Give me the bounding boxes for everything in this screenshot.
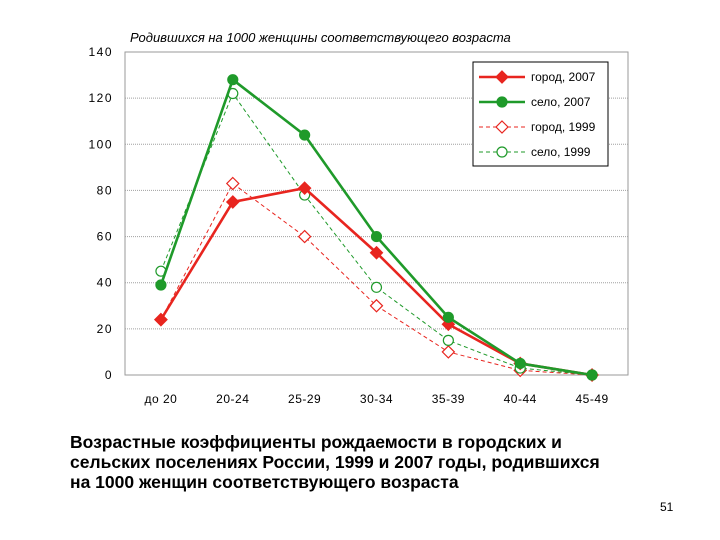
legend-label: село, 1999 — [531, 145, 591, 159]
data-point — [442, 311, 454, 323]
legend-label: село, 2007 — [531, 95, 591, 109]
data-point — [370, 230, 383, 243]
legend-label: город, 2007 — [531, 70, 596, 84]
figure-caption: Возрастные коэффициенты рождаемости в го… — [70, 432, 690, 492]
x-tick-label: 35-39 — [432, 392, 465, 406]
data-point — [514, 357, 526, 370]
x-tick-label: 40-44 — [504, 392, 537, 406]
legend-marker — [495, 70, 509, 84]
data-point — [297, 181, 312, 195]
legend-marker — [496, 146, 508, 158]
data-point — [297, 229, 312, 244]
chart-title: Родившихся на 1000 женщины соответствующ… — [130, 30, 511, 45]
data-point — [369, 298, 384, 313]
data-point — [155, 279, 167, 291]
caption-line: на 1000 женщин соответствующего возраста — [70, 472, 459, 492]
legend — [472, 61, 609, 167]
y-tick-label: 100 — [88, 137, 113, 151]
y-tick-label: 0 — [105, 368, 113, 382]
data-point — [154, 312, 168, 327]
y-tick-label: 60 — [97, 230, 113, 244]
data-point — [225, 195, 240, 209]
caption-line: сельских поселениях России, 1999 и 2007 … — [70, 452, 600, 472]
data-point — [299, 129, 311, 141]
data-point — [225, 176, 240, 191]
data-point — [369, 245, 384, 260]
y-tick-label: 20 — [97, 322, 113, 336]
data-point — [442, 334, 454, 346]
x-tick-label: до 20 — [144, 392, 177, 406]
caption-line: Возрастные коэффициенты рождаемости в го… — [70, 432, 562, 452]
legend-marker — [496, 96, 508, 108]
page-number: 51 — [660, 500, 674, 514]
data-point — [441, 345, 456, 359]
birth-rate-chart: Родившихся на 1000 женщины соответствующ… — [88, 30, 629, 406]
x-tick-label: 25-29 — [288, 392, 321, 406]
y-tick-label: 80 — [97, 183, 113, 197]
data-point — [370, 281, 383, 293]
data-point — [227, 74, 239, 86]
legend-marker — [495, 120, 509, 134]
y-tick-label: 40 — [97, 276, 113, 290]
y-tick-label: 120 — [88, 91, 113, 105]
x-tick-label: 45-49 — [575, 392, 608, 406]
legend-label: город, 1999 — [531, 120, 596, 134]
y-tick-label: 140 — [88, 45, 113, 59]
x-tick-label: 20-24 — [216, 392, 249, 406]
data-point — [586, 369, 598, 381]
x-tick-label: 30-34 — [360, 392, 393, 406]
